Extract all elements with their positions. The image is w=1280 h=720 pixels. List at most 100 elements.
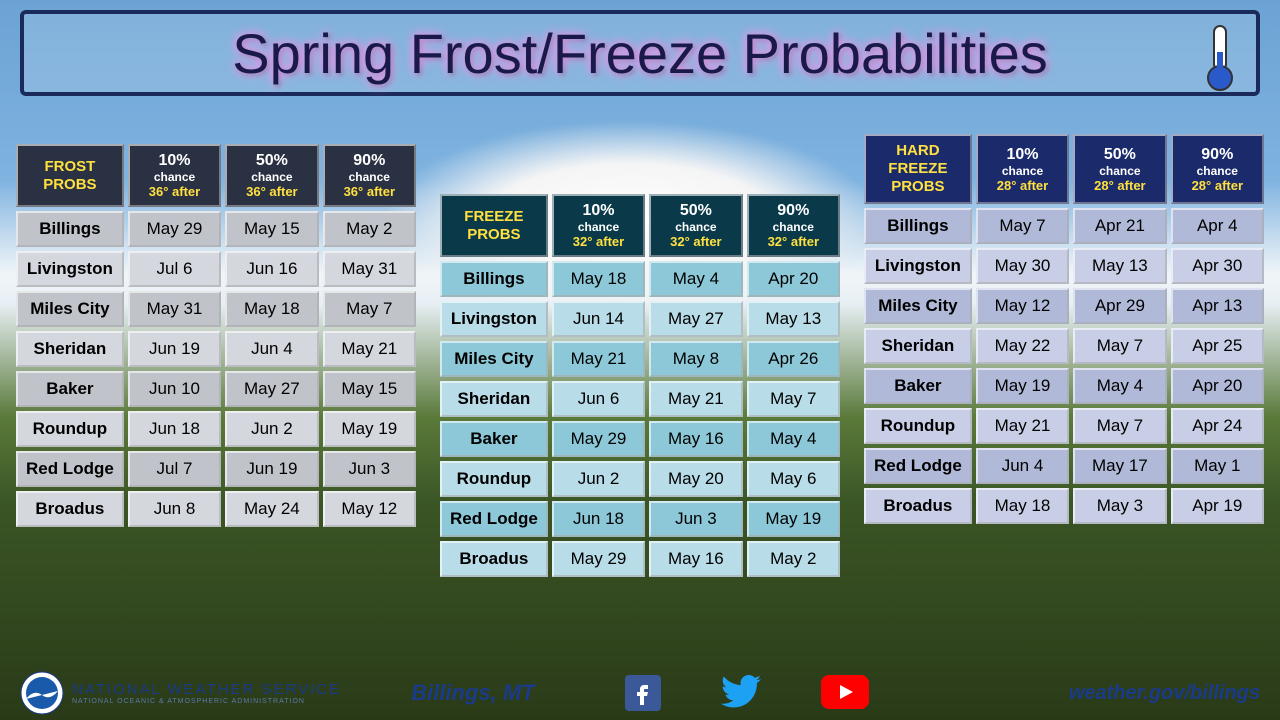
col-header: 50%chance36° after [225, 144, 318, 207]
city-cell: Livingston [16, 251, 124, 287]
social-icons [625, 675, 869, 711]
youtube-icon[interactable] [821, 675, 869, 709]
table-row: Miles CityMay 21May 8Apr 26 [440, 341, 840, 377]
table-row: Miles CityMay 12Apr 29Apr 13 [864, 288, 1264, 324]
website-url: weather.gov/billings [1069, 682, 1260, 705]
col-header: 90%chance36° after [323, 144, 416, 207]
date-cell: Apr 24 [1171, 408, 1264, 444]
city-cell: Billings [440, 261, 548, 297]
frost-table-wrap: FROSTPROBS10%chance36° after50%chance36°… [12, 130, 420, 531]
title-banner: Spring Frost/Freeze Probabilities [20, 10, 1260, 96]
date-cell: May 29 [552, 421, 645, 457]
city-cell: Billings [16, 211, 124, 247]
table-row: SheridanMay 22May 7Apr 25 [864, 328, 1264, 364]
twitter-icon[interactable] [721, 675, 761, 711]
date-cell: May 31 [128, 291, 221, 327]
city-cell: Sheridan [864, 328, 972, 364]
city-cell: Miles City [440, 341, 548, 377]
city-cell: Miles City [16, 291, 124, 327]
date-cell: May 19 [323, 411, 416, 447]
table-row: BakerJun 10May 27May 15 [16, 371, 416, 407]
hard-freeze-table: HARDFREEZEPROBS10%chance28° after50%chan… [860, 130, 1268, 528]
date-cell: Apr 13 [1171, 288, 1264, 324]
date-cell: Jun 10 [128, 371, 221, 407]
date-cell: May 19 [747, 501, 840, 537]
date-cell: Jun 18 [128, 411, 221, 447]
date-cell: Jun 14 [552, 301, 645, 337]
city-cell: Baker [864, 368, 972, 404]
table-row: Red LodgeJun 4May 17May 1 [864, 448, 1264, 484]
city-cell: Broadus [440, 541, 548, 577]
table-corner: HARDFREEZEPROBS [864, 134, 972, 204]
city-cell: Broadus [16, 491, 124, 527]
date-cell: Apr 26 [747, 341, 840, 377]
date-cell: May 31 [323, 251, 416, 287]
city-cell: Roundup [864, 408, 972, 444]
page-title: Spring Frost/Freeze Probabilities [232, 21, 1047, 86]
date-cell: May 7 [323, 291, 416, 327]
date-cell: Apr 4 [1171, 208, 1264, 244]
agency-name: NATIONAL WEATHER SERVICE [72, 681, 341, 698]
date-cell: May 18 [976, 488, 1069, 524]
nws-text: NATIONAL WEATHER SERVICE NATIONAL OCEANI… [72, 681, 341, 705]
date-cell: Jun 4 [976, 448, 1069, 484]
date-cell: May 15 [225, 211, 318, 247]
date-cell: May 18 [552, 261, 645, 297]
date-cell: May 12 [323, 491, 416, 527]
date-cell: Jun 16 [225, 251, 318, 287]
table-row: SheridanJun 6May 21May 7 [440, 381, 840, 417]
table-row: BroadusMay 29May 16May 2 [440, 541, 840, 577]
table-row: BroadusJun 8May 24May 12 [16, 491, 416, 527]
date-cell: May 4 [649, 261, 742, 297]
agency-sub: NATIONAL OCEANIC & ATMOSPHERIC ADMINISTR… [72, 698, 341, 705]
frost-table: FROSTPROBS10%chance36° after50%chance36°… [12, 140, 420, 531]
date-cell: May 16 [649, 541, 742, 577]
table-row: LivingstonJul 6Jun 16May 31 [16, 251, 416, 287]
col-header: 10%chance28° after [976, 134, 1069, 204]
city-cell: Baker [440, 421, 548, 457]
facebook-icon[interactable] [625, 675, 661, 711]
col-header: 10%chance32° after [552, 194, 645, 257]
table-row: Red LodgeJul 7Jun 19Jun 3 [16, 451, 416, 487]
date-cell: May 4 [747, 421, 840, 457]
table-corner: FROSTPROBS [16, 144, 124, 207]
date-cell: May 27 [225, 371, 318, 407]
date-cell: Apr 20 [747, 261, 840, 297]
col-header: 10%chance36° after [128, 144, 221, 207]
city-cell: Roundup [16, 411, 124, 447]
table-row: SheridanJun 19Jun 4May 21 [16, 331, 416, 367]
date-cell: Apr 29 [1073, 288, 1166, 324]
date-cell: Jun 18 [552, 501, 645, 537]
table-row: LivingstonMay 30May 13Apr 30 [864, 248, 1264, 284]
date-cell: Jul 6 [128, 251, 221, 287]
date-cell: May 8 [649, 341, 742, 377]
city-cell: Miles City [864, 288, 972, 324]
date-cell: Jun 4 [225, 331, 318, 367]
date-cell: Jul 7 [128, 451, 221, 487]
date-cell: May 24 [225, 491, 318, 527]
table-row: RoundupMay 21May 7Apr 24 [864, 408, 1264, 444]
city-cell: Red Lodge [864, 448, 972, 484]
city-cell: Roundup [440, 461, 548, 497]
table-row: BillingsMay 7Apr 21Apr 4 [864, 208, 1264, 244]
city-cell: Red Lodge [16, 451, 124, 487]
date-cell: May 6 [747, 461, 840, 497]
date-cell: May 17 [1073, 448, 1166, 484]
city-cell: Red Lodge [440, 501, 548, 537]
table-row: BillingsMay 29May 15May 2 [16, 211, 416, 247]
freeze-table: FREEZEPROBS10%chance32° after50%chance32… [436, 190, 844, 581]
table-row: BakerMay 29May 16May 4 [440, 421, 840, 457]
date-cell: May 29 [128, 211, 221, 247]
date-cell: Jun 3 [649, 501, 742, 537]
date-cell: May 4 [1073, 368, 1166, 404]
date-cell: Jun 19 [225, 451, 318, 487]
date-cell: May 13 [747, 301, 840, 337]
table-row: RoundupJun 2May 20May 6 [440, 461, 840, 497]
date-cell: May 19 [976, 368, 1069, 404]
table-row: BroadusMay 18May 3Apr 19 [864, 488, 1264, 524]
city-cell: Broadus [864, 488, 972, 524]
city-cell: Livingston [864, 248, 972, 284]
city-cell: Sheridan [440, 381, 548, 417]
table-row: Miles CityMay 31May 18May 7 [16, 291, 416, 327]
table-row: RoundupJun 18Jun 2May 19 [16, 411, 416, 447]
